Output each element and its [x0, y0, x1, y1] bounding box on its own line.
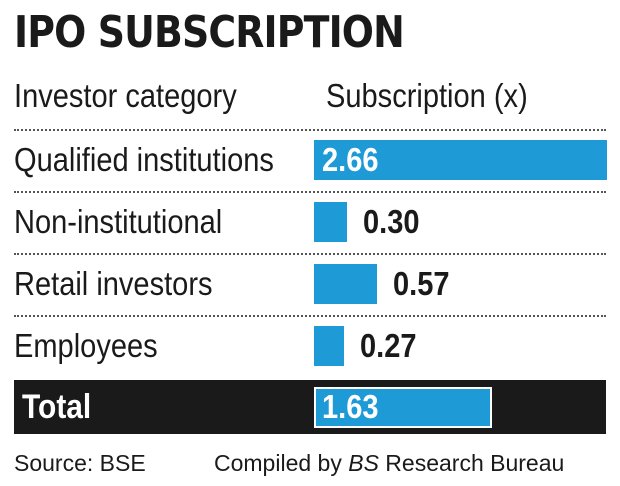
- bar-value-label: 0.57: [392, 265, 450, 302]
- row-divider: [14, 253, 606, 255]
- value-column-header: Subscription (x): [326, 77, 528, 114]
- bar: [314, 326, 344, 366]
- source-note: Source: BSE: [14, 450, 146, 476]
- bar: [314, 202, 348, 242]
- total-value-label: 1.63: [322, 388, 379, 425]
- credit-prefix: Compiled by: [214, 450, 349, 476]
- row-divider: [14, 129, 606, 131]
- category-label: Non-institutional: [14, 203, 223, 240]
- total-row-band: [14, 380, 606, 434]
- total-label: Total: [22, 388, 92, 426]
- bar-value-label: 0.30: [363, 203, 420, 240]
- category-label: Employees: [14, 327, 158, 364]
- row-divider: [14, 315, 606, 317]
- chart-title: IPO SUBSCRIPTION: [14, 7, 405, 58]
- category-label: Qualified institutions: [14, 141, 274, 178]
- credit-italic: BS: [348, 450, 379, 476]
- category-column-header: Investor category: [14, 77, 237, 114]
- column-header-row: Investor category Subscription (x): [0, 68, 620, 124]
- bar-value-label: 0.27: [359, 327, 417, 364]
- bar: [314, 140, 607, 180]
- credit-note: Compiled by BS Research Bureau: [214, 448, 564, 478]
- row-divider: [14, 191, 606, 193]
- bar: [314, 264, 377, 304]
- credit-suffix: Research Bureau: [378, 450, 565, 476]
- category-label: Retail investors: [14, 265, 213, 302]
- bar-value-label: 2.66: [322, 141, 379, 178]
- total-bar: [314, 387, 492, 428]
